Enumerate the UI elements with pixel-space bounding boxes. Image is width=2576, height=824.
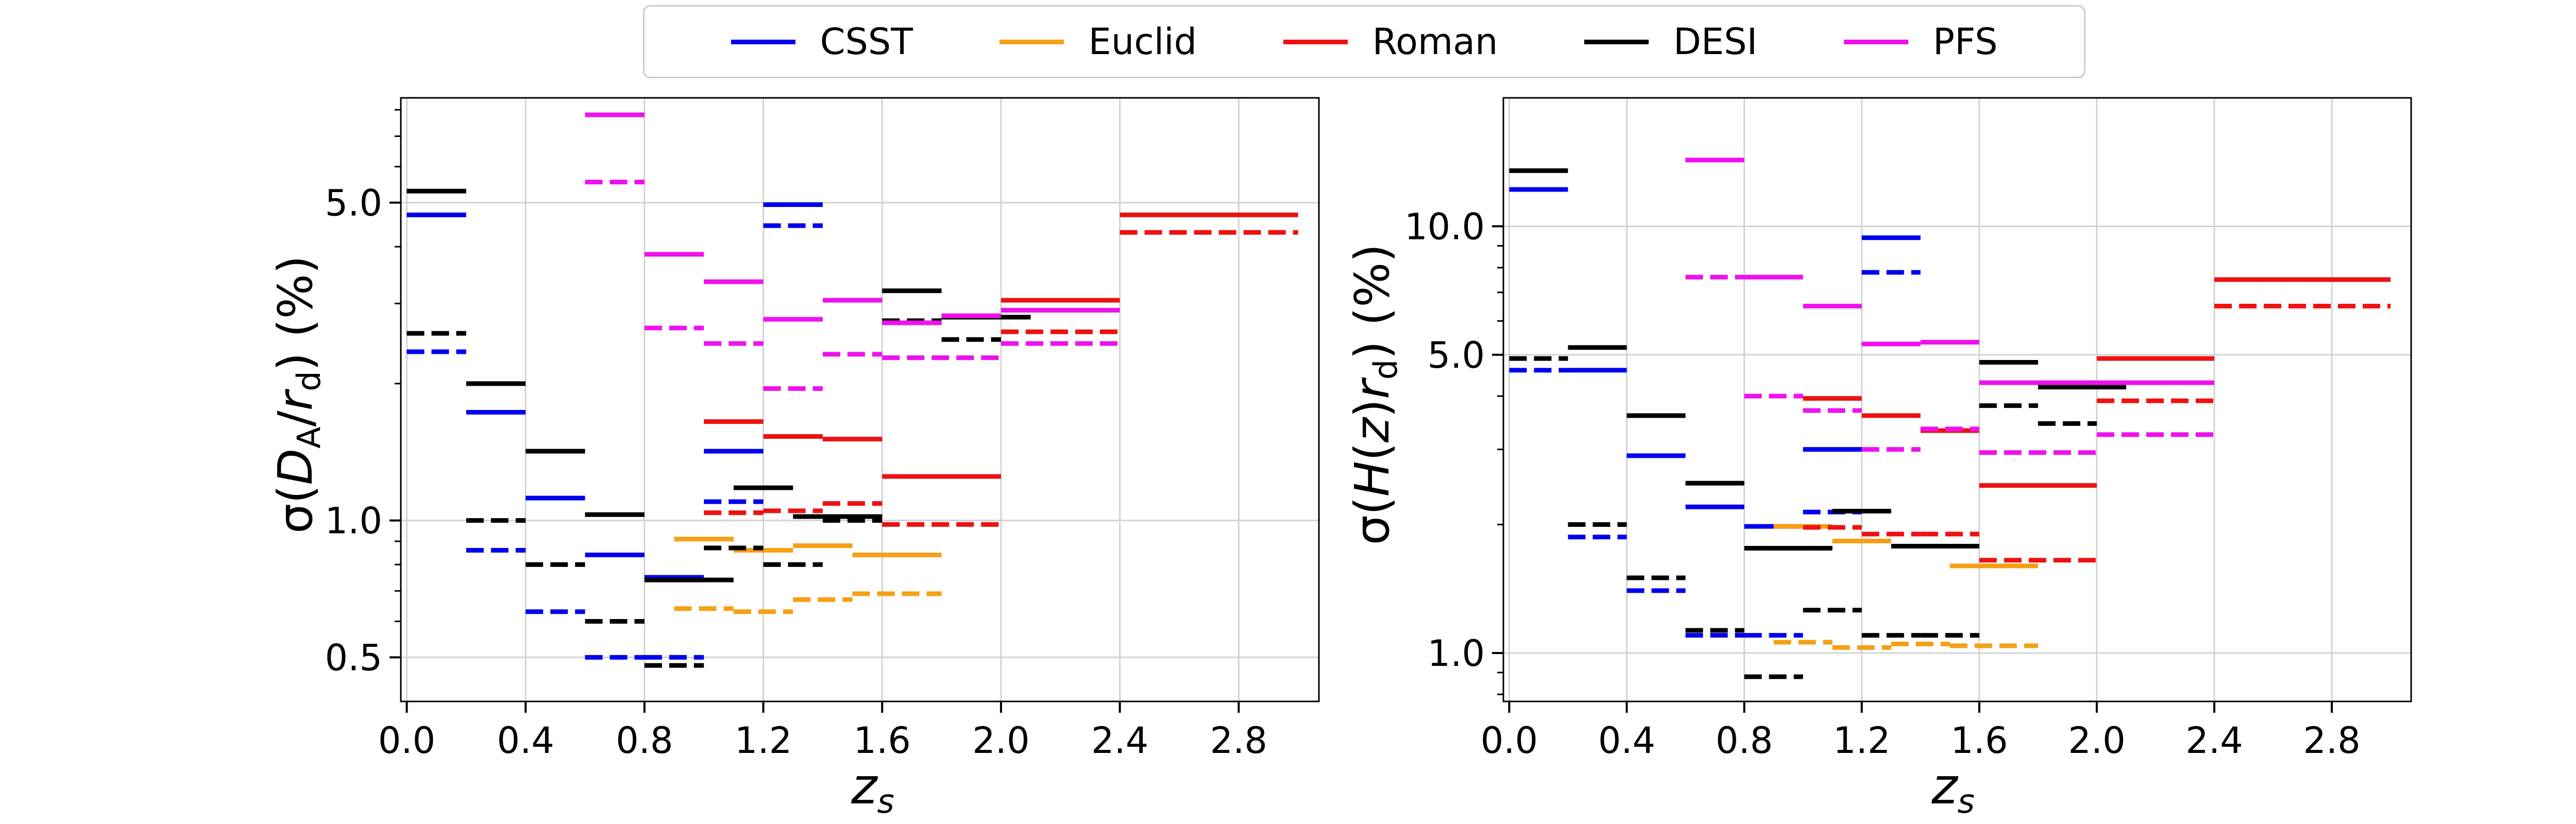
plot-frame xyxy=(400,97,1320,702)
xtick-label: 1.6 xyxy=(854,719,911,762)
xtick-label: 0.8 xyxy=(616,719,673,762)
legend-label: PFS xyxy=(1933,21,1998,63)
xtick-label: 2.4 xyxy=(2185,719,2243,762)
xtick-label: 1.2 xyxy=(735,719,792,762)
xtick-label: 2.4 xyxy=(1091,719,1148,762)
xtick-label: 0.8 xyxy=(1716,719,1773,762)
axes-da-rd: 0.0 0.4 0.8 1.2 1.6 2.0 2.4 2.8 0.5 1.0 5.0 xyxy=(325,97,1320,762)
panel-h-rd: 0.0 0.4 0.8 1.2 1.6 2.0 2.4 2.8 1.0 5.0 10.0 zs σ(… xyxy=(1345,97,2412,821)
legend-item-desi: DESI xyxy=(1584,21,1757,63)
legend-swatch xyxy=(999,39,1064,44)
ylabel-da-rd: σ(DA/rd) (%) xyxy=(268,255,328,534)
legend-label: CSST xyxy=(820,21,913,63)
xtick-label: 0.0 xyxy=(1481,719,1538,762)
ytick-label: 1.0 xyxy=(325,500,382,542)
grid-h-rd xyxy=(1503,98,2411,701)
axes-h-rd: 0.0 0.4 0.8 1.2 1.6 2.0 2.4 2.8 1.0 5.0 10.0 xyxy=(1404,97,2412,762)
xlabel-da-rd: zs xyxy=(851,758,894,821)
legend-item-pfs: PFS xyxy=(1843,21,1998,63)
ytick-label: 10.0 xyxy=(1404,205,1485,248)
ylabel-h-rd: σ(H(z)rd) (%) xyxy=(1345,244,1404,545)
svg-text:σ(DA/rd) (%): σ(DA/rd) (%) xyxy=(268,255,328,534)
xtick-label: 2.0 xyxy=(972,719,1029,762)
legend-label: Roman xyxy=(1372,21,1498,63)
xtick-label: 0.4 xyxy=(1598,719,1655,762)
ytick-label: 1.0 xyxy=(1428,632,1485,675)
xtick-label: 1.6 xyxy=(1951,719,2008,762)
panel-da-rd: 0.0 0.4 0.8 1.2 1.6 2.0 2.4 2.8 0.5 1.0 5.0 zs σ(D… xyxy=(268,97,1320,821)
xtick-label: 0.0 xyxy=(378,719,435,762)
xtick-label: 2.8 xyxy=(2303,719,2360,762)
xtick-label: 2.8 xyxy=(1210,719,1267,762)
xlabel-h-rd: zs xyxy=(1931,758,1975,821)
legend-label: Euclid xyxy=(1088,21,1197,63)
legend-item-roman: Roman xyxy=(1283,21,1498,63)
xtick-label: 2.0 xyxy=(2068,719,2125,762)
legend-item-euclid: Euclid xyxy=(999,21,1197,63)
legend-swatch xyxy=(731,39,795,44)
xtick-label: 1.2 xyxy=(1833,719,1890,762)
legend: CSST Euclid Roman DESI PFS xyxy=(643,5,2086,78)
marks-da-rd xyxy=(406,112,1298,668)
legend-label: DESI xyxy=(1673,21,1758,63)
xtick-label: 0.4 xyxy=(497,719,554,762)
ytick-label: 5.0 xyxy=(325,182,382,224)
legend-item-csst: CSST xyxy=(731,21,913,63)
legend-swatch xyxy=(1283,39,1348,44)
plot-frame xyxy=(1502,97,2412,702)
legend-swatch xyxy=(1584,39,1649,44)
marks-h-rd xyxy=(1509,158,2391,679)
ytick-label: 0.5 xyxy=(325,637,382,679)
svg-text:σ(H(z)rd) (%): σ(H(z)rd) (%) xyxy=(1345,244,1404,545)
grid-da-rd xyxy=(401,98,1319,701)
ytick-label: 5.0 xyxy=(1428,334,1485,376)
legend-swatch xyxy=(1843,39,1908,44)
